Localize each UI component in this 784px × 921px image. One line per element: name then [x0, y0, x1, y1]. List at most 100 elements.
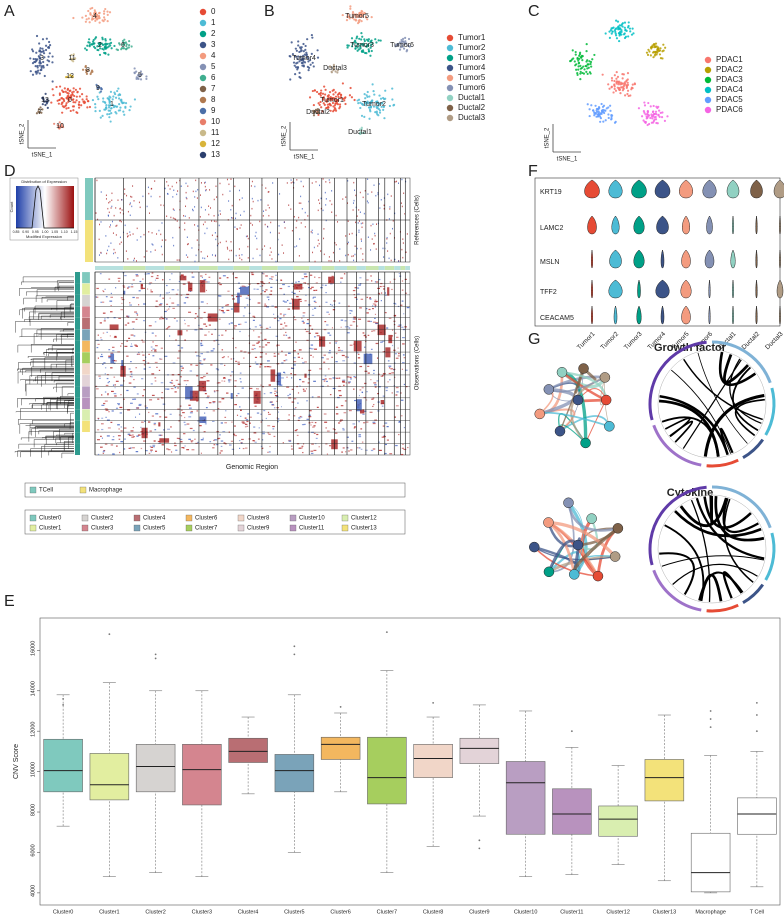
heat-cell — [371, 280, 373, 282]
heat-cell — [360, 247, 362, 250]
heat-cell — [319, 202, 321, 205]
heat-cell — [398, 420, 401, 423]
heat-cell — [241, 258, 243, 261]
heat-cell — [204, 392, 207, 395]
heat-cell — [343, 273, 346, 275]
cell-dot — [651, 114, 655, 118]
heat-cell — [281, 350, 283, 352]
heat-cell — [139, 206, 141, 209]
legend-swatch — [199, 74, 207, 82]
cell-dot — [348, 17, 351, 20]
heat-cell — [277, 344, 280, 346]
dendrogram — [32, 403, 74, 409]
network-node — [604, 421, 615, 432]
heat-cell — [111, 192, 113, 195]
cell-dot — [613, 85, 616, 88]
heat-cell — [130, 430, 134, 432]
cluster-label: Ductal2 — [306, 109, 330, 116]
heat-cell — [205, 407, 208, 409]
heat-cell — [222, 430, 226, 433]
heat-cell — [351, 440, 354, 442]
heat-cell — [267, 191, 269, 193]
heat-cell — [204, 412, 206, 414]
legend-label: Cluster8 — [247, 516, 270, 522]
cell-dot — [98, 86, 101, 89]
heat-cell — [362, 253, 364, 255]
heat-cell — [108, 201, 110, 204]
outlier — [293, 653, 296, 656]
chord-arc — [652, 569, 702, 612]
heat-cell — [108, 381, 110, 383]
heat-cell — [365, 308, 368, 310]
heat-cell — [370, 348, 373, 350]
heat-cell — [303, 443, 305, 445]
axis-label: tSNE_1 — [557, 157, 578, 163]
cell-dot — [108, 98, 111, 101]
heat-cell — [213, 439, 215, 442]
cluster-strip — [75, 306, 80, 318]
cell-dot — [141, 72, 144, 76]
heat-cell — [339, 420, 342, 422]
heat-cell — [399, 392, 402, 394]
heat-cell — [258, 427, 260, 429]
cell-dot — [61, 125, 64, 128]
heat-cell — [119, 412, 123, 414]
heat-cell — [215, 368, 219, 370]
heat-cell — [161, 222, 163, 224]
heat-cell — [373, 369, 375, 372]
heat-cell — [345, 235, 347, 237]
heat-cell — [331, 211, 333, 213]
cell-dot — [618, 33, 622, 36]
heat-cell — [230, 358, 233, 360]
heat-cell — [212, 420, 215, 422]
heat-cell — [293, 357, 296, 359]
cell-dot — [652, 56, 655, 59]
heat-cell — [150, 383, 153, 385]
heat-cell — [153, 423, 156, 426]
heat-cell — [154, 180, 156, 182]
heat-block — [276, 372, 282, 386]
box — [459, 737, 500, 764]
heat-cell — [236, 228, 238, 230]
heat-cell — [148, 231, 150, 233]
cell-dot — [613, 87, 616, 90]
dendrogram — [31, 344, 74, 353]
heat-cell — [403, 313, 405, 315]
cell-dot — [577, 59, 580, 62]
heat-cell — [211, 234, 213, 237]
cell-dot — [365, 52, 368, 55]
cell-dot — [384, 89, 387, 92]
heat-cell — [322, 178, 324, 180]
heat-cell — [110, 296, 113, 298]
heat-cell — [167, 193, 169, 195]
cell-dot — [649, 116, 652, 120]
heat-cell — [136, 393, 139, 395]
heat-cell — [324, 421, 328, 423]
dendrogram — [53, 380, 74, 383]
heat-cell — [262, 385, 265, 388]
cell-dot — [75, 111, 78, 114]
dendrogram — [46, 299, 74, 302]
heat-cell — [175, 218, 177, 221]
cell-dot — [75, 99, 78, 102]
heat-cell — [151, 373, 155, 375]
network-node — [600, 394, 612, 406]
heat-cell — [217, 242, 219, 245]
heat-cell — [186, 243, 188, 246]
legend-label: 7 — [211, 84, 216, 93]
heat-cell — [378, 183, 380, 185]
heat-cell — [280, 406, 282, 408]
cell-dot — [52, 94, 55, 97]
heat-cell — [349, 376, 352, 378]
heat-cell — [179, 376, 182, 378]
heat-cell — [127, 322, 130, 324]
heat-cell — [327, 385, 329, 387]
heat-cell — [106, 435, 110, 437]
cell-dot — [72, 16, 75, 20]
heat-cell — [361, 387, 364, 389]
heat-block — [199, 280, 206, 293]
cell-dot — [107, 106, 111, 109]
heat-cell — [221, 334, 224, 336]
legend-label: Cluster0 — [39, 516, 62, 522]
heat-cell — [174, 444, 177, 447]
